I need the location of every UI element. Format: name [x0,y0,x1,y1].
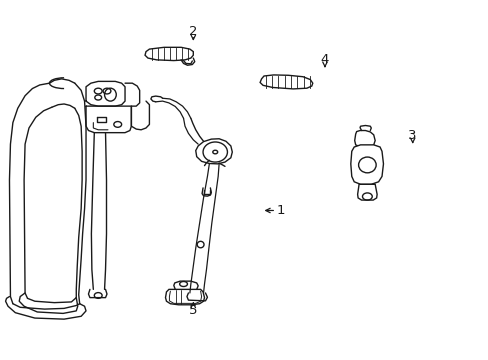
Text: 3: 3 [407,129,416,142]
Text: 4: 4 [320,53,328,66]
Polygon shape [260,75,312,89]
Text: 1: 1 [276,204,285,217]
Polygon shape [350,145,383,184]
Polygon shape [165,289,204,305]
Text: 5: 5 [189,305,197,318]
Polygon shape [145,47,193,60]
Text: 2: 2 [189,25,197,38]
Polygon shape [357,184,376,200]
Polygon shape [195,139,232,164]
Polygon shape [354,131,374,148]
